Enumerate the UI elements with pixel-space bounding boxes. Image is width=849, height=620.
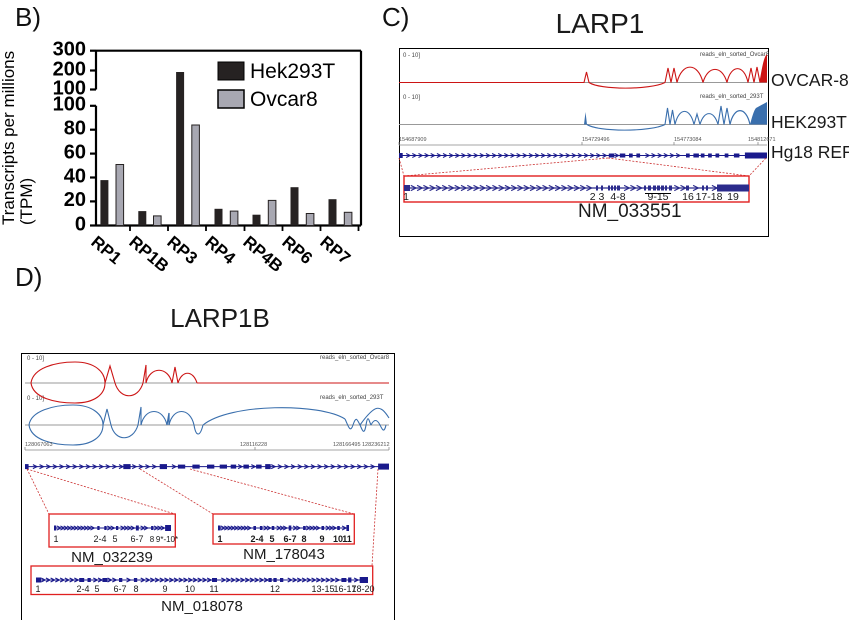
svg-text:128116228: 128116228	[240, 442, 267, 448]
svg-text:2-4: 2-4	[76, 584, 89, 594]
svg-text:6-7: 6-7	[130, 534, 143, 544]
svg-text:11: 11	[342, 534, 352, 544]
svg-text:reads_eln_sorted_Ovcar8: reads_eln_sorted_Ovcar8	[320, 355, 390, 361]
svg-text:5: 5	[94, 584, 99, 594]
svg-text:2-4: 2-4	[93, 534, 106, 544]
svg-text:10: 10	[185, 584, 195, 594]
svg-text:6-7: 6-7	[283, 534, 296, 544]
svg-text:5: 5	[112, 534, 117, 544]
svg-text:8: 8	[301, 534, 306, 544]
svg-text:reads_eln_sorted_293T: reads_eln_sorted_293T	[320, 395, 384, 401]
svg-text:NM_032239: NM_032239	[71, 549, 153, 566]
svg-text:11: 11	[209, 584, 218, 594]
svg-text:9*-10*: 9*-10*	[156, 535, 178, 544]
svg-text:18-20: 18-20	[351, 584, 374, 594]
svg-text:8: 8	[150, 535, 155, 544]
svg-text:2-4: 2-4	[250, 534, 263, 544]
svg-text:NM_178043: NM_178043	[243, 546, 325, 563]
svg-text:128166495: 128166495	[333, 442, 361, 448]
svg-text:6-7: 6-7	[113, 584, 126, 594]
svg-text:128236212: 128236212	[362, 442, 390, 448]
svg-text:9: 9	[319, 534, 324, 544]
svg-text:8: 8	[133, 584, 138, 594]
svg-text:1: 1	[35, 584, 40, 594]
svg-text:12: 12	[270, 584, 280, 594]
svg-text:NM_018078: NM_018078	[161, 598, 243, 615]
svg-text:0 - 10]: 0 - 10]	[27, 356, 44, 362]
svg-text:1: 1	[217, 534, 222, 544]
svg-text:9: 9	[162, 584, 167, 594]
svg-text:1: 1	[53, 534, 58, 544]
svg-text:13-15: 13-15	[311, 584, 334, 594]
svg-text:128067063: 128067063	[25, 442, 53, 448]
svg-text:5: 5	[269, 534, 274, 544]
